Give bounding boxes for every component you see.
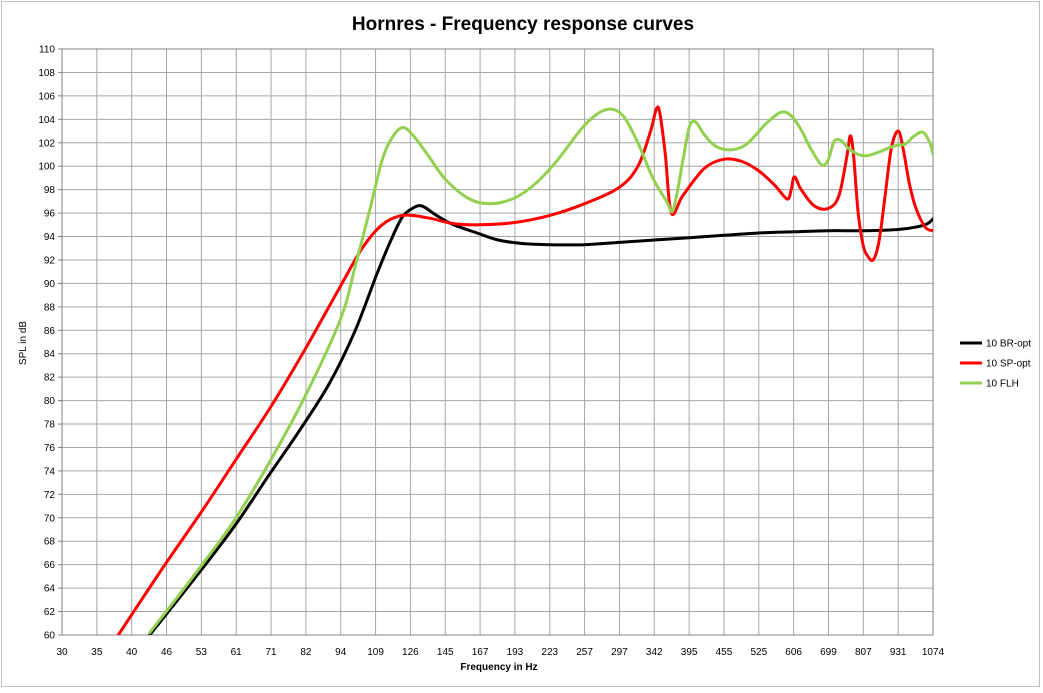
x-axis-label: Frequency in Hz bbox=[460, 662, 537, 673]
y-tick-label: 98 bbox=[44, 185, 56, 196]
y-tick-label: 74 bbox=[44, 466, 56, 477]
y-tick-label: 88 bbox=[44, 302, 56, 313]
x-tick-label: 699 bbox=[820, 647, 837, 658]
y-tick-label: 94 bbox=[44, 232, 56, 243]
x-tick-label: 109 bbox=[367, 647, 384, 658]
x-tick-label: 53 bbox=[196, 647, 208, 658]
x-tick-label: 297 bbox=[611, 647, 628, 658]
x-tick-label: 525 bbox=[750, 647, 767, 658]
y-tick-label: 62 bbox=[44, 607, 56, 618]
x-tick-label: 223 bbox=[541, 647, 558, 658]
x-tick-label: 455 bbox=[716, 647, 733, 658]
y-tick-label: 78 bbox=[44, 420, 56, 431]
y-tick-label: 76 bbox=[44, 443, 56, 454]
legend-label-10-sp-opt: 10 SP-opt bbox=[986, 359, 1031, 370]
x-tick-label: 126 bbox=[402, 647, 419, 658]
x-tick-label: 61 bbox=[231, 647, 243, 658]
y-tick-label: 82 bbox=[44, 373, 56, 384]
y-axis-label: SPL in dB bbox=[18, 321, 29, 365]
legend: 10 BR-opt 10 SP-opt 10 FLH bbox=[960, 339, 1031, 390]
axis-tick-labels: 30 35 40 46 53 61 71 82 94 109 126 145 167 193 223 257 2… bbox=[38, 45, 944, 659]
y-tick-label: 64 bbox=[44, 584, 56, 595]
y-tick-label: 100 bbox=[38, 162, 55, 173]
legend-label-10-flh: 10 FLH bbox=[986, 379, 1019, 390]
y-tick-label: 66 bbox=[44, 560, 56, 571]
y-tick-label: 70 bbox=[44, 513, 56, 524]
y-tick-label: 96 bbox=[44, 209, 56, 220]
y-tick-label: 102 bbox=[38, 138, 55, 149]
x-tick-label: 82 bbox=[300, 647, 312, 658]
series-line-10-flh bbox=[148, 107, 933, 635]
y-tick-label: 92 bbox=[44, 255, 56, 266]
x-tick-label: 145 bbox=[437, 647, 454, 658]
y-tick-label: 80 bbox=[44, 396, 56, 407]
x-tick-label: 807 bbox=[855, 647, 872, 658]
y-tick-label: 60 bbox=[44, 631, 56, 642]
legend-label-10-br-opt: 10 BR-opt bbox=[986, 339, 1031, 350]
y-tick-label: 72 bbox=[44, 490, 56, 501]
x-tick-label: 71 bbox=[265, 647, 277, 658]
y-tick-label: 110 bbox=[39, 45, 55, 56]
x-tick-label: 40 bbox=[126, 647, 138, 658]
x-tick-label: 342 bbox=[646, 647, 663, 658]
x-tick-label: 1074 bbox=[922, 647, 945, 658]
x-tick-label: 167 bbox=[472, 647, 489, 658]
y-tick-label: 84 bbox=[44, 349, 56, 360]
x-tick-label: 931 bbox=[890, 647, 907, 658]
x-tick-label: 606 bbox=[785, 647, 802, 658]
x-tick-label: 257 bbox=[576, 647, 593, 658]
x-tick-label: 193 bbox=[507, 647, 524, 658]
chart-title: Hornres - Frequency response curves bbox=[352, 14, 694, 35]
x-tick-label: 46 bbox=[161, 647, 173, 658]
y-tick-label: 86 bbox=[44, 326, 56, 337]
y-tick-label: 104 bbox=[38, 115, 55, 126]
series-line-10-sp-opt bbox=[116, 105, 933, 635]
y-tick-label: 68 bbox=[44, 537, 56, 548]
y-tick-label: 106 bbox=[38, 91, 55, 102]
grid-lines bbox=[58, 48, 934, 636]
y-tick-label: 90 bbox=[44, 279, 56, 290]
x-tick-label: 395 bbox=[681, 647, 698, 658]
x-tick-label: 35 bbox=[91, 647, 103, 658]
series-line-10-br-opt bbox=[148, 204, 933, 635]
x-tick-label: 94 bbox=[335, 647, 347, 658]
series-lines bbox=[116, 105, 933, 635]
x-tick-label: 30 bbox=[56, 647, 68, 658]
plot-area-border bbox=[61, 48, 934, 636]
y-tick-label: 108 bbox=[38, 68, 55, 79]
